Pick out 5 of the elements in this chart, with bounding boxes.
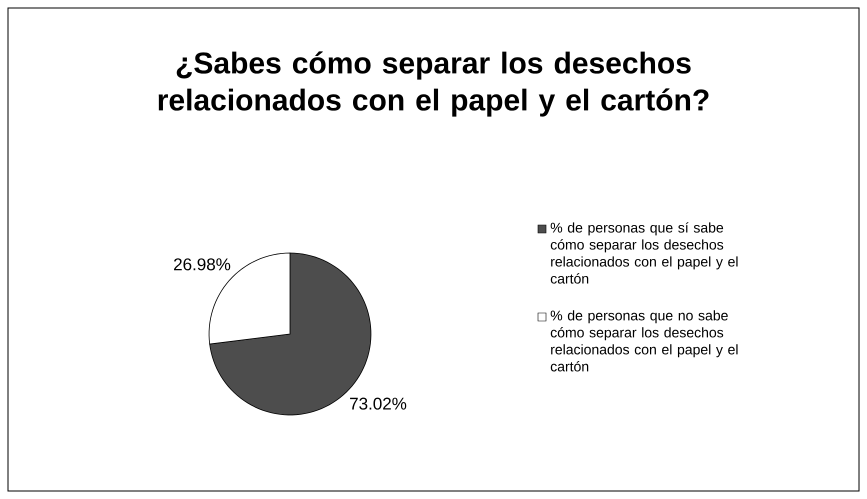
legend-label: % de personas que sí sabe cómo separar los desechos relacionados con el papel y el cartón xyxy=(550,222,738,284)
legend-label: % de personas que no sabe cómo separar los desechos relacionados con el papel y el cartón xyxy=(550,310,738,372)
data-label: 26.98% xyxy=(174,258,230,270)
chart-title: ¿Sabes cómo separar los desechos relacionados con el papel y el cartón? xyxy=(158,51,708,117)
data-label: 73.02% xyxy=(350,398,406,410)
